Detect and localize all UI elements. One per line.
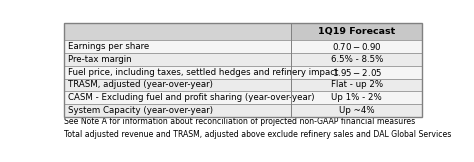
Bar bbox=[64, 104, 292, 117]
Bar bbox=[64, 23, 422, 117]
Text: $1.95 - $2.05: $1.95 - $2.05 bbox=[332, 67, 382, 78]
Bar bbox=[292, 104, 422, 117]
Text: Pre-tax margin: Pre-tax margin bbox=[68, 55, 132, 64]
Bar bbox=[292, 66, 422, 79]
Bar bbox=[292, 53, 422, 66]
Bar bbox=[292, 40, 422, 53]
Bar bbox=[292, 91, 422, 104]
Bar bbox=[64, 23, 292, 40]
Bar bbox=[64, 66, 292, 79]
Text: 1Q19 Forecast: 1Q19 Forecast bbox=[318, 27, 395, 36]
Bar bbox=[64, 91, 292, 104]
Text: System Capacity (year-over-year): System Capacity (year-over-year) bbox=[68, 106, 213, 115]
Bar bbox=[64, 79, 292, 91]
Text: Earnings per share: Earnings per share bbox=[68, 42, 149, 51]
Bar bbox=[64, 53, 292, 66]
Text: Up ~4%: Up ~4% bbox=[339, 106, 374, 115]
Text: Fuel price, including taxes, settled hedges and refinery impact: Fuel price, including taxes, settled hed… bbox=[68, 68, 338, 77]
Text: Total adjusted revenue and TRASM, adjusted above exclude refinery sales and DAL : Total adjusted revenue and TRASM, adjust… bbox=[64, 130, 451, 139]
Text: CASM - Excluding fuel and profit sharing (year-over-year): CASM - Excluding fuel and profit sharing… bbox=[68, 93, 315, 102]
Text: Flat - up 2%: Flat - up 2% bbox=[331, 80, 383, 89]
Bar bbox=[292, 23, 422, 40]
Text: $0.70 - $0.90: $0.70 - $0.90 bbox=[332, 41, 382, 52]
Text: TRASM, adjusted (year-over-year): TRASM, adjusted (year-over-year) bbox=[68, 80, 213, 89]
Text: See Note A for information about reconciliation of projected non-GAAP financial : See Note A for information about reconci… bbox=[64, 117, 415, 126]
Bar bbox=[292, 79, 422, 91]
Text: Up 1% - 2%: Up 1% - 2% bbox=[331, 93, 382, 102]
Text: 6.5% - 8.5%: 6.5% - 8.5% bbox=[330, 55, 383, 64]
Bar bbox=[64, 40, 292, 53]
